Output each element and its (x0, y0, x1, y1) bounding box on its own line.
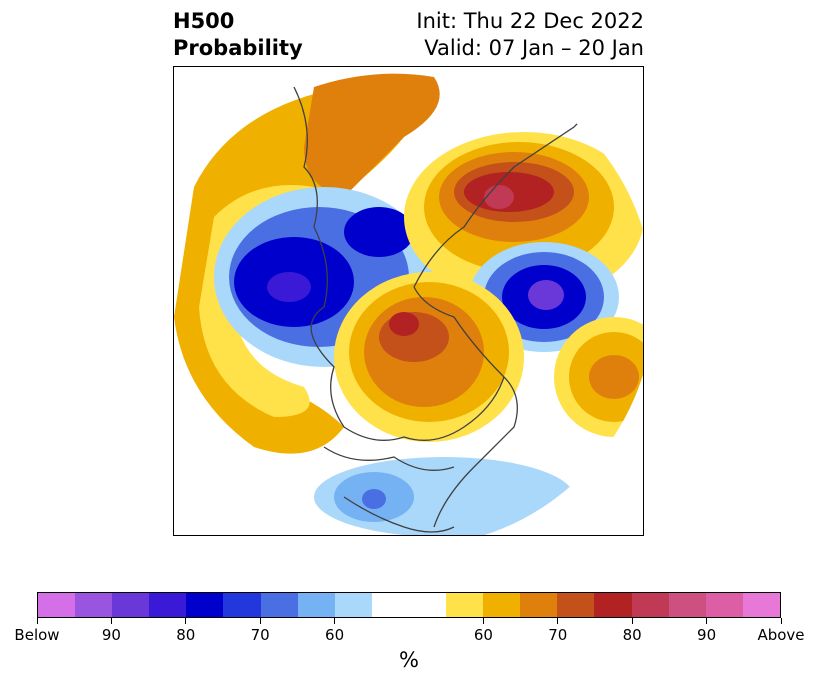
title-kind: Probability (173, 36, 303, 60)
colorbar-tick (110, 618, 112, 624)
colorbar-segment (483, 593, 521, 617)
colorbar-segment (668, 593, 706, 617)
valid-range: Valid: 07 Jan – 20 Jan (424, 36, 644, 60)
title-variable: H500 (173, 9, 235, 33)
below-west-peak (267, 272, 311, 302)
init-date: Init: Thu 22 Dec 2022 (416, 9, 644, 33)
colorbar-segment (297, 593, 335, 617)
colorbar-segment (334, 593, 372, 617)
map-canvas (174, 73, 643, 535)
above-pacific-core (589, 355, 639, 399)
colorbar (37, 592, 781, 618)
colorbar-tick (482, 618, 484, 624)
colorbar-tick-label: Below (14, 626, 60, 644)
colorbar-segment (408, 593, 447, 617)
colorbar-segment (223, 593, 261, 617)
colorbar-tick (334, 618, 336, 624)
colorbar-segment (557, 593, 595, 617)
colorbar-segment (705, 593, 743, 617)
colorbar-segment (112, 593, 150, 617)
colorbar-tick-label: 60 (473, 626, 493, 644)
colorbar-segment (631, 593, 669, 617)
colorbar-tick (185, 618, 187, 624)
below-south-peak (362, 489, 386, 509)
colorbar-tick-label: Above (757, 626, 805, 644)
colorbar-tick-label: 90 (101, 626, 121, 644)
colorbar-unit: % (399, 648, 419, 672)
colorbar-tick (631, 618, 633, 624)
colorbar-segment (186, 593, 224, 617)
colorbar-segment (371, 593, 409, 617)
colorbar-tick (557, 618, 559, 624)
colorbar-tick (780, 618, 782, 624)
above-arctic-peak (389, 312, 419, 336)
anomaly-field (174, 73, 643, 535)
colorbar-tick-label: 60 (325, 626, 345, 644)
colorbar-tick-label: 70 (250, 626, 270, 644)
colorbar-tick (36, 618, 38, 624)
colorbar-segment (149, 593, 187, 617)
colorbar-tick-label: 90 (697, 626, 717, 644)
title-right: Init: Thu 22 Dec 2022 Valid: 07 Jan – 20… (416, 8, 644, 62)
colorbar-tick-label: 70 (548, 626, 568, 644)
probability-map (173, 66, 644, 536)
colorbar-segment (594, 593, 632, 617)
colorbar-tick (706, 618, 708, 624)
above-top (304, 73, 440, 197)
below-east-peak (528, 280, 564, 310)
colorbar-segment (38, 593, 76, 617)
colorbar-segment (260, 593, 298, 617)
above-europe-center (484, 185, 514, 209)
title-left: H500 Probability (173, 8, 303, 62)
colorbar-segment (742, 593, 780, 617)
colorbar-tick-label: 80 (622, 626, 642, 644)
colorbar-tick (259, 618, 261, 624)
colorbar-tick-label: 80 (176, 626, 196, 644)
colorbar-segment (446, 593, 484, 617)
colorbar-segment (75, 593, 113, 617)
below-west-core2 (344, 207, 414, 257)
colorbar-segment (520, 593, 558, 617)
